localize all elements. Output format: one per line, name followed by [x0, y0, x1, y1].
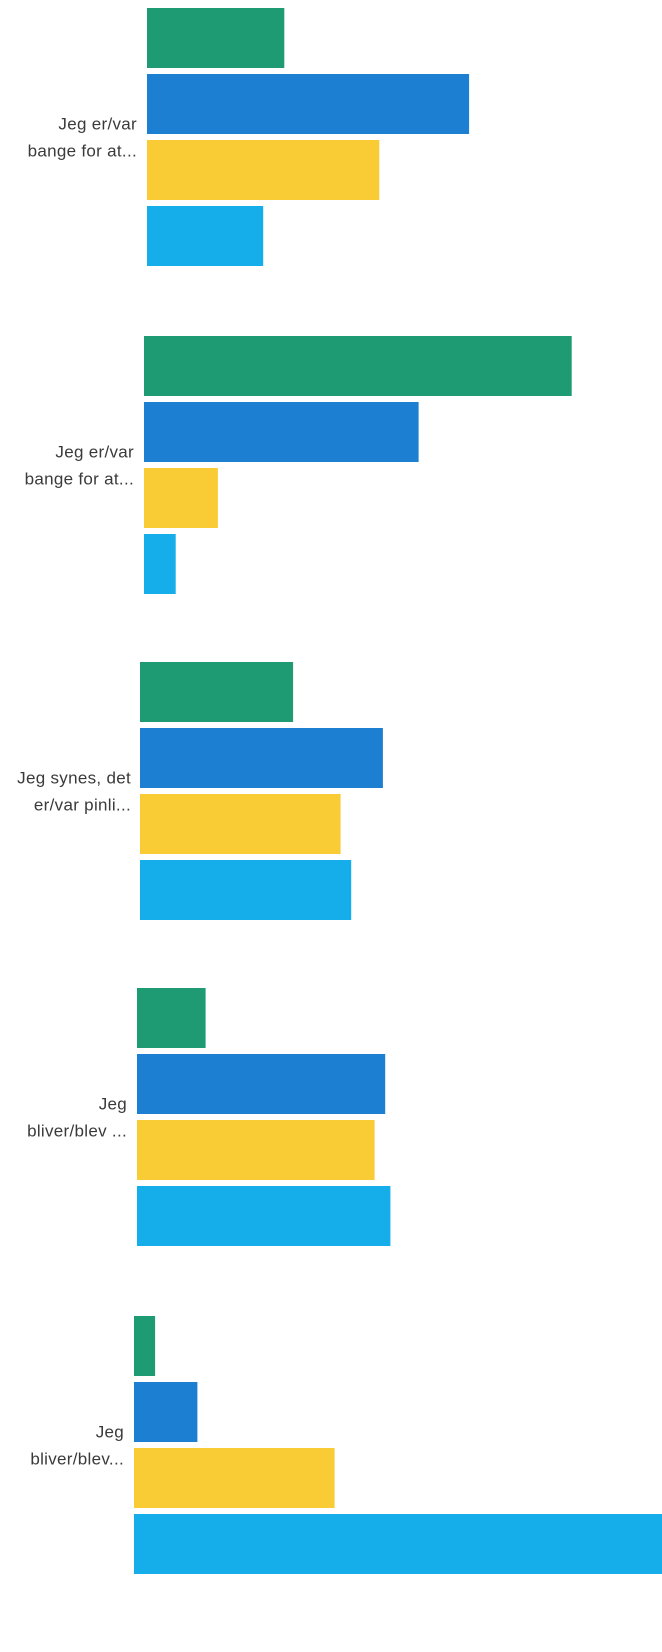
- bar-group-5-series-1: [134, 1316, 156, 1376]
- category-labels: Jeg er/var bange for at... Jeg er/var bange…: [17, 115, 137, 1469]
- bar-group-2-series-3: [144, 468, 218, 528]
- bar-group-3-series-1: [140, 662, 294, 722]
- bar-group-5-series-2: [134, 1382, 198, 1442]
- category-label-5-line-1: Jeg: [96, 1423, 124, 1442]
- bar-group-4-series-3: [137, 1120, 375, 1180]
- category-label-4-line-2: bliver/blev ...: [27, 1122, 127, 1141]
- bar-group-2-series-1: [144, 336, 572, 396]
- bar-group-1-series-4: [147, 206, 264, 266]
- category-label-4-line-1: Jeg: [99, 1095, 127, 1114]
- bar-group-4-series-4: [137, 1186, 391, 1246]
- bars-layer: [134, 8, 662, 1574]
- bar-group-2-series-2: [144, 402, 419, 462]
- bar-group-5-series-3: [134, 1448, 335, 1508]
- bar-group-3-series-3: [140, 794, 341, 854]
- category-label-2-line-2: bange for at...: [25, 470, 134, 489]
- bar-group-5-series-4: [134, 1514, 662, 1574]
- category-label-4: Jeg bliver/blev ...: [27, 1095, 127, 1141]
- bar-group-3-series-2: [140, 728, 383, 788]
- category-label-5-line-2: bliver/blev...: [30, 1450, 124, 1469]
- bar-group-1-series-3: [147, 140, 380, 200]
- category-label-3-line-1: Jeg synes, det: [17, 769, 131, 788]
- category-label-1: Jeg er/var bange for at...: [28, 115, 137, 161]
- category-label-2-line-1: Jeg er/var: [55, 443, 134, 462]
- bar-group-1-series-2: [147, 74, 470, 134]
- bar-group-4-series-2: [137, 1054, 386, 1114]
- category-label-3: Jeg synes, det er/var pinli...: [17, 769, 131, 815]
- bar-group-3-series-4: [140, 860, 352, 920]
- category-label-5: Jeg bliver/blev...: [30, 1423, 124, 1469]
- bar-group-4-series-1: [137, 988, 206, 1048]
- bar-group-1-series-1: [147, 8, 285, 68]
- category-label-1-line-1: Jeg er/var: [58, 115, 137, 134]
- category-label-2: Jeg er/var bange for at...: [25, 443, 134, 489]
- category-label-3-line-2: er/var pinli...: [34, 796, 131, 815]
- bar-group-2-series-4: [144, 534, 176, 594]
- category-label-1-line-2: bange for at...: [28, 142, 137, 161]
